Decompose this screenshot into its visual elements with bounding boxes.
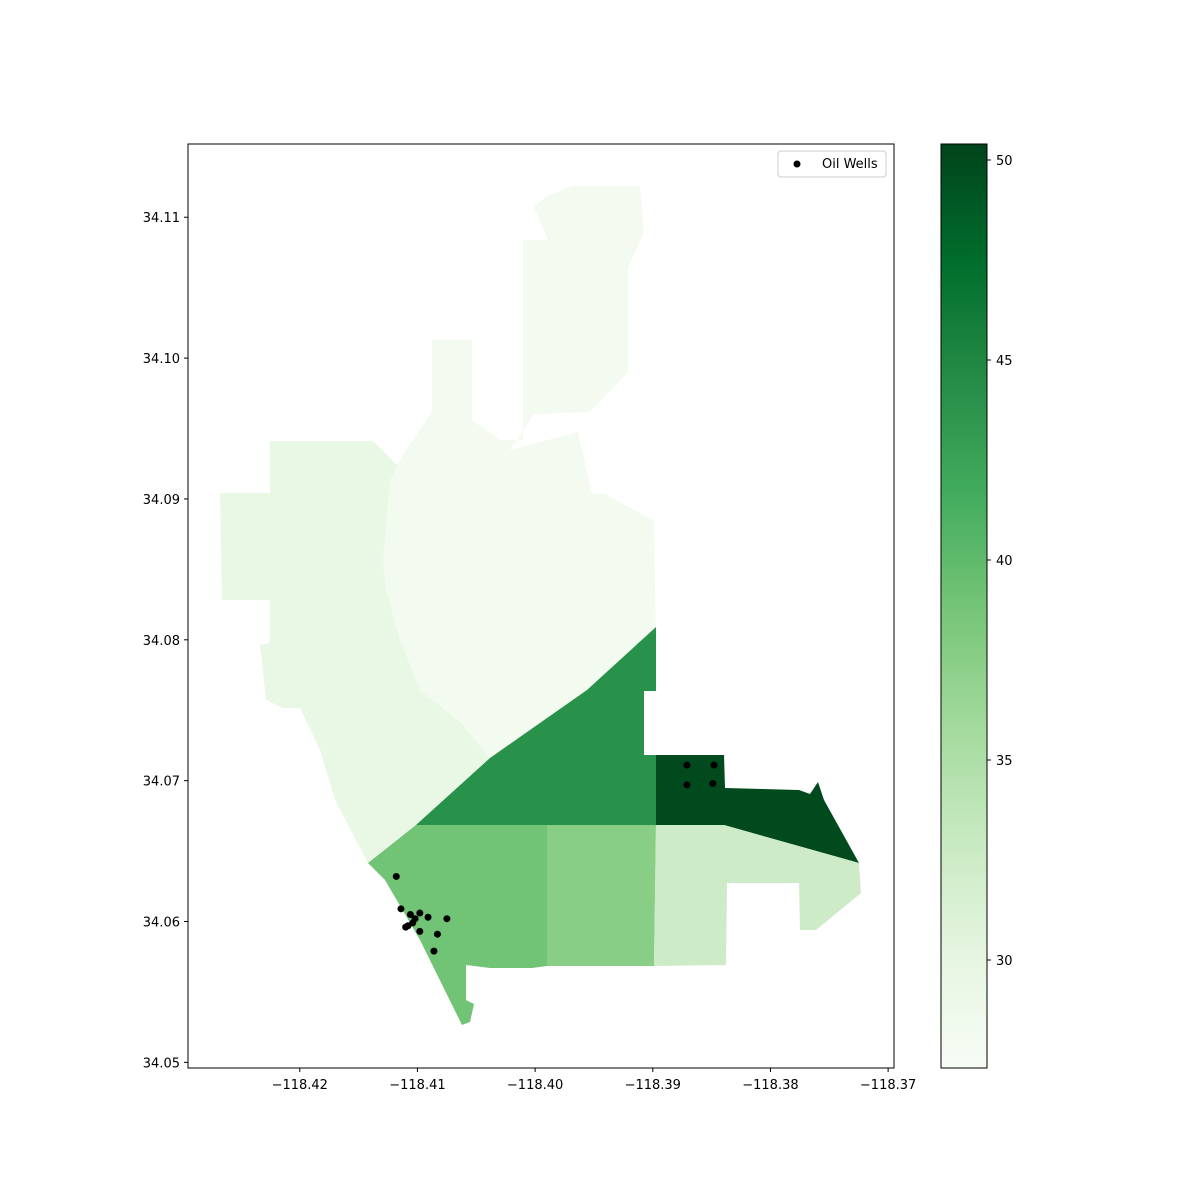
x-tick-label: −118.39 [625, 1078, 681, 1093]
x-axis: −118.42 −118.41 −118.40 −118.39 −118.38 −118.… [272, 1068, 916, 1093]
colorbar-ticks: 30 35 40 45 50 [987, 154, 1013, 969]
oil-well-point [709, 779, 717, 787]
map-axes: −118.42 −118.41 −118.40 −118.39 −118.38 −118.… [143, 143, 916, 1093]
colorbar-tick-label: 35 [996, 754, 1013, 769]
legend-box [777, 150, 887, 178]
y-tick-label: 34.09 [143, 493, 180, 508]
oil-well-point [710, 761, 718, 769]
regions [220, 186, 861, 1025]
oil-well-point [416, 909, 424, 917]
region-north-central [383, 186, 656, 758]
oil-well-point [443, 915, 451, 923]
legend-marker [793, 160, 801, 168]
oil-wells-series [392, 761, 718, 955]
colorbar-tick-label: 30 [996, 954, 1013, 969]
x-tick-label: −118.42 [272, 1078, 328, 1093]
oil-well-point [683, 761, 691, 769]
x-tick-label: −118.40 [507, 1078, 563, 1093]
x-tick-label: −118.37 [860, 1078, 916, 1093]
region-east-block [656, 755, 859, 863]
oil-well-point [402, 923, 410, 931]
y-tick-label: 34.08 [143, 634, 180, 649]
y-tick-label: 34.07 [143, 775, 180, 790]
y-tick-label: 34.05 [143, 1056, 180, 1071]
y-tick-label: 34.11 [143, 211, 180, 226]
oil-well-point [433, 930, 441, 938]
region-southeast [654, 825, 861, 966]
x-tick-label: −118.41 [389, 1078, 445, 1093]
y-tick-label: 34.06 [143, 916, 180, 931]
axes-frame [187, 143, 895, 1069]
legend: Oil Wells [777, 150, 887, 178]
y-axis: 34.05 34.06 34.07 34.08 34.09 34.10 34.11 [143, 211, 188, 1071]
colorbar-gradient [940, 143, 988, 1069]
oil-well-point [392, 872, 400, 880]
oil-well-point [416, 927, 424, 935]
oil-well-point [424, 913, 432, 921]
y-tick-label: 34.10 [143, 352, 180, 367]
region-south-central [547, 825, 656, 966]
oil-well-point [683, 781, 691, 789]
region-central-diagonal [416, 627, 656, 825]
colorbar-tick-label: 45 [996, 354, 1013, 369]
oil-well-point [430, 947, 438, 955]
legend-label: Oil Wells [822, 157, 878, 172]
region-west [220, 441, 490, 863]
oil-well-point [406, 910, 414, 918]
colorbar-tick-label: 50 [996, 154, 1013, 169]
x-tick-label: −118.38 [742, 1078, 798, 1093]
colorbar-tick-label: 40 [996, 554, 1013, 569]
region-southwest [368, 825, 547, 1025]
oil-well-point [397, 905, 405, 913]
colorbar: 30 35 40 45 50 [940, 143, 1013, 1069]
